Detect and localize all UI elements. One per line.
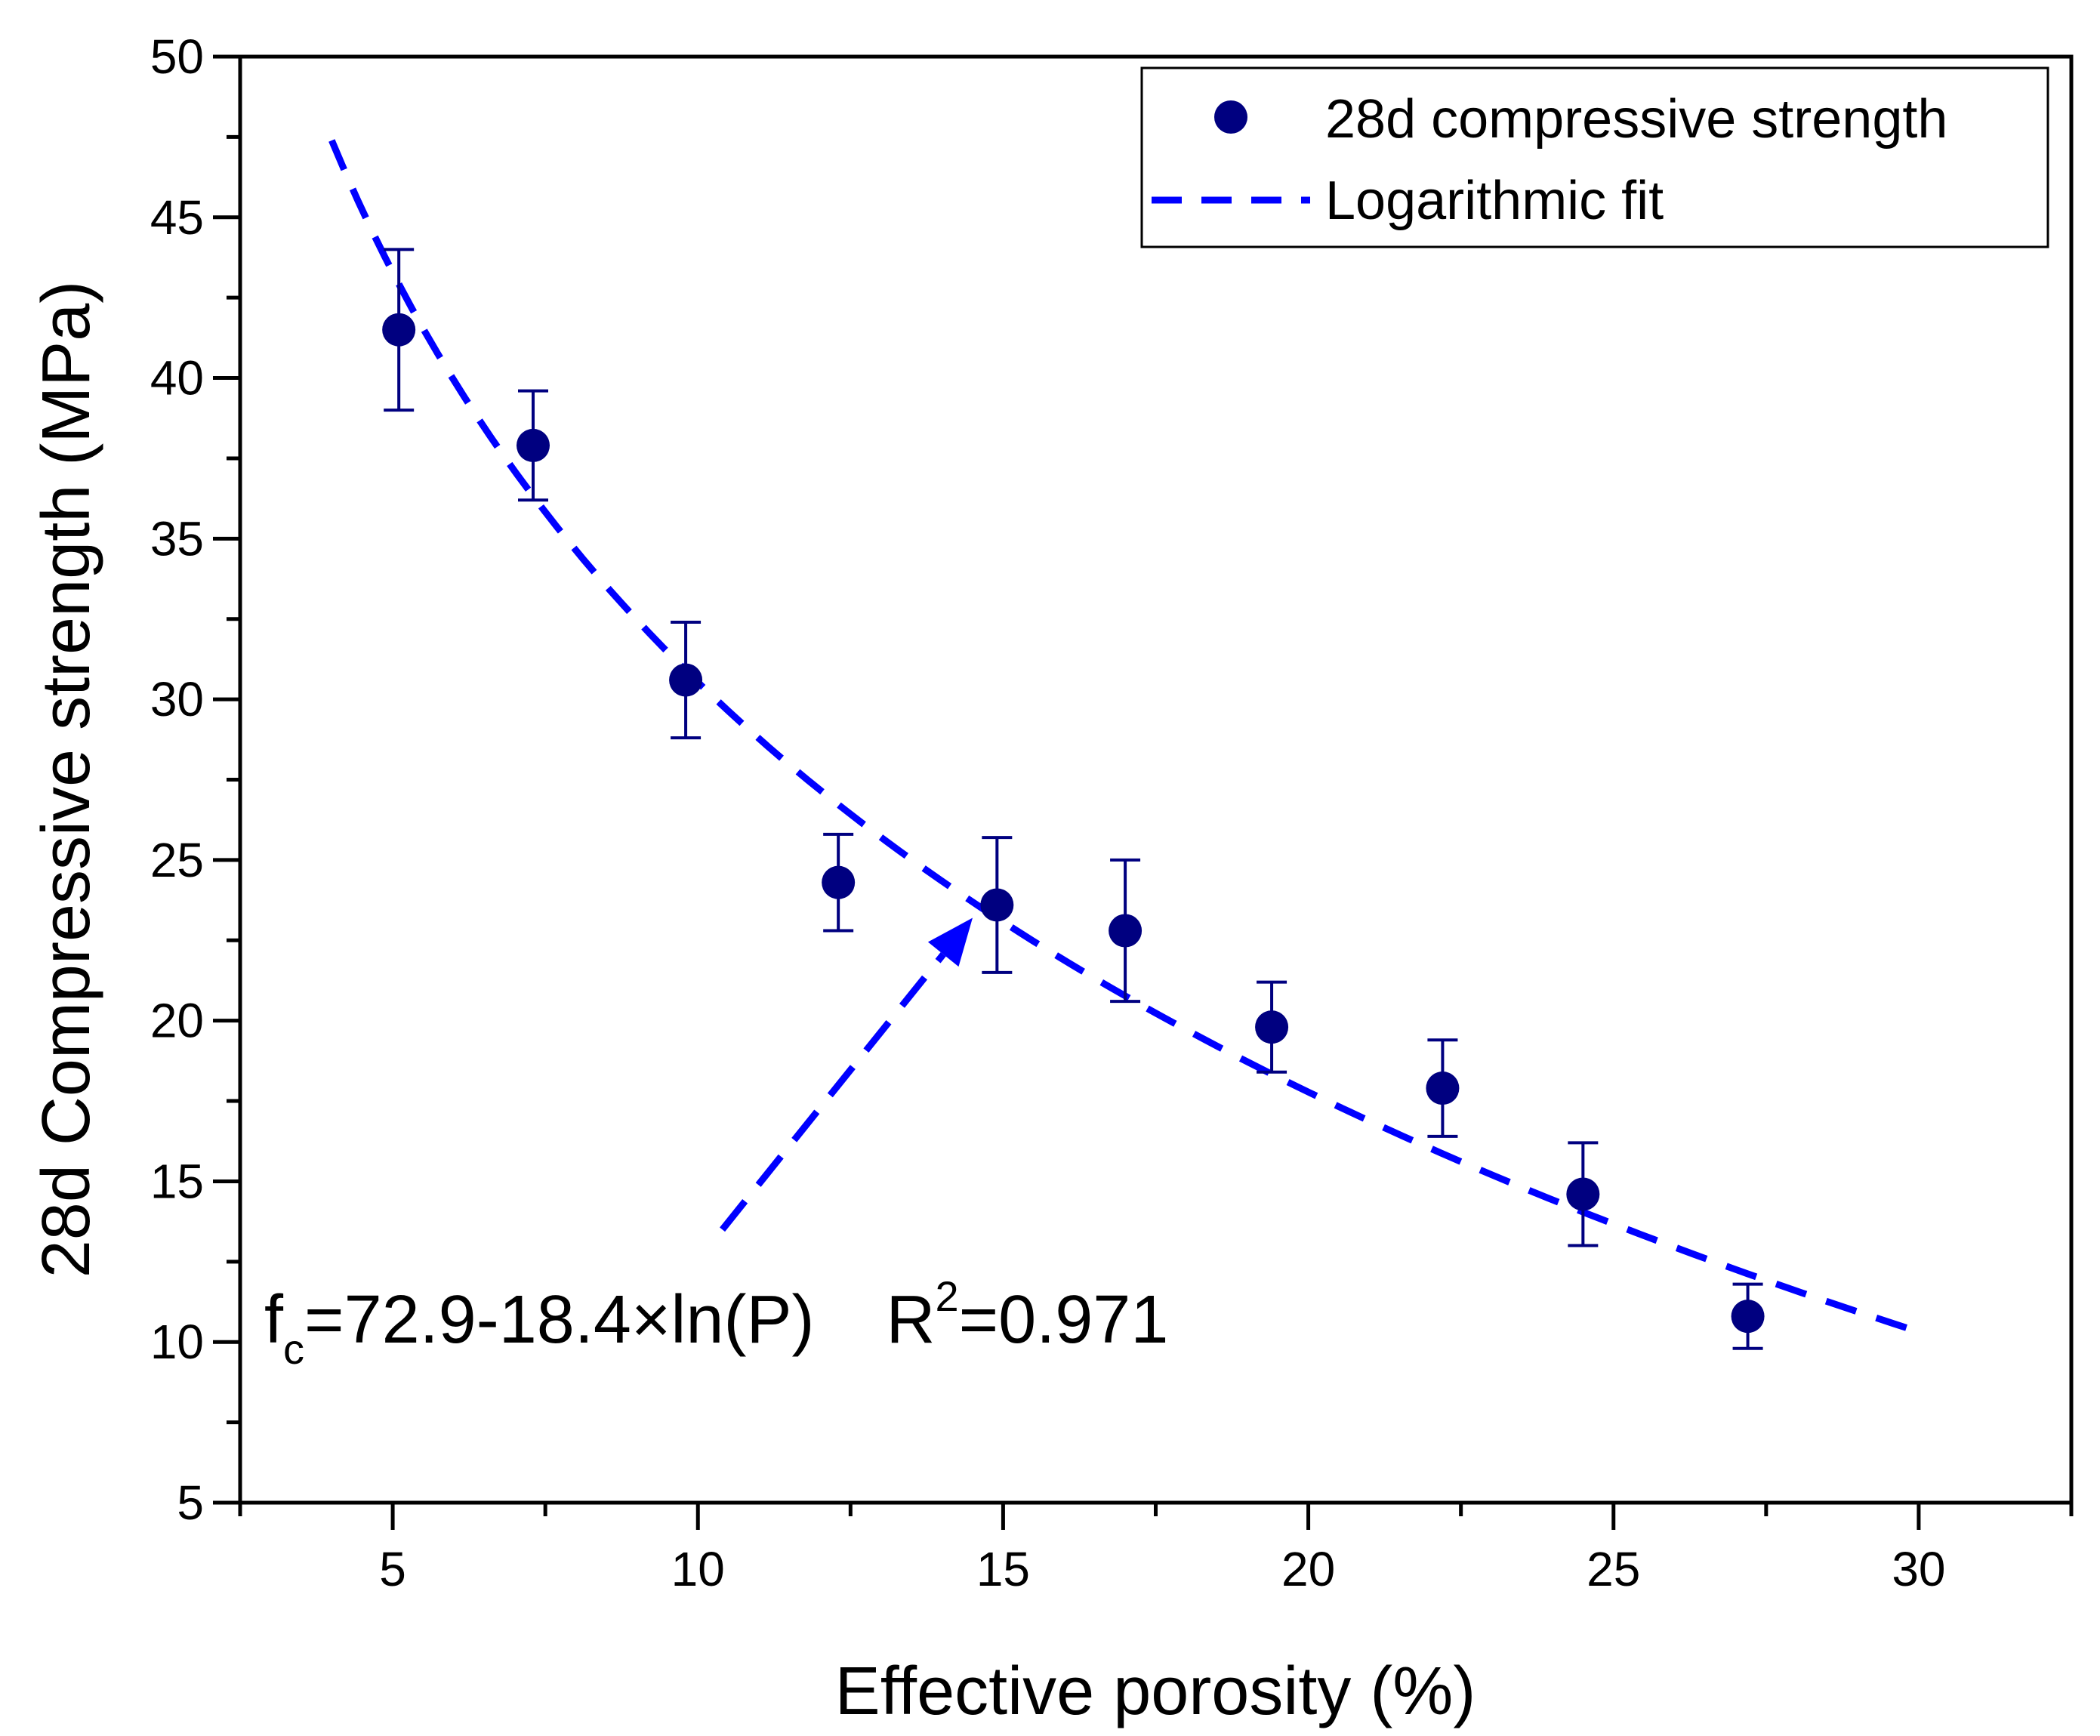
- data-point-group: [822, 832, 856, 933]
- y-tick-label: 5: [177, 1475, 204, 1530]
- x-tick-label: 15: [976, 1542, 1030, 1596]
- x-tick-label: 5: [379, 1542, 406, 1596]
- data-point-group: [1566, 1141, 1600, 1247]
- data-point: [1426, 1072, 1460, 1105]
- data-point-group: [669, 620, 703, 740]
- x-tick-label: 25: [1587, 1542, 1640, 1596]
- data-point: [1255, 1010, 1289, 1044]
- data-point: [669, 663, 703, 697]
- y-axis-title: 28d Compressive strength (MPa): [29, 281, 104, 1278]
- legend-box: [1140, 66, 2049, 248]
- annotation-arrow: [720, 917, 973, 1232]
- y-axis: 5 10 15 20 25 30 35 40 45 50: [150, 29, 240, 1530]
- y-tick-label: 15: [150, 1154, 204, 1208]
- r-squared-superscript: 2: [935, 1272, 958, 1320]
- legend-label-fit: Logarithmic fit: [1325, 171, 1664, 231]
- x-tick-label: 30: [1892, 1542, 1945, 1596]
- y-tick-label: 50: [150, 29, 204, 84]
- y-tick-label: 30: [150, 672, 204, 726]
- y-tick-label: 45: [150, 190, 204, 245]
- y-tick-label: 35: [150, 511, 204, 566]
- data-point-group: [980, 836, 1014, 974]
- data-point-group: [382, 248, 416, 412]
- data-point-group: [1426, 1038, 1460, 1138]
- data-point: [1566, 1177, 1600, 1211]
- y-tick-label: 25: [150, 833, 204, 887]
- y-tick-label: 20: [150, 994, 204, 1048]
- fit-equation: fc=72.9-18.4×ln(P) R2=0.971: [264, 1272, 1168, 1373]
- equation-f: f: [264, 1282, 284, 1358]
- data-point-group: [1109, 858, 1143, 1004]
- arrow-head: [927, 917, 973, 967]
- fit-line-layer: [328, 139, 1920, 1335]
- x-tick-label: 10: [671, 1542, 725, 1596]
- r-squared-r: R: [886, 1282, 935, 1358]
- legend-label-strength: 28d compressive strength: [1325, 89, 1947, 150]
- y-tick-label: 40: [150, 351, 204, 405]
- y-tick-label: 10: [150, 1315, 204, 1369]
- legend-marker-circle: [1214, 100, 1247, 134]
- data-points: [382, 248, 1765, 1350]
- x-axis-title: Effective porosity (%): [835, 1654, 1476, 1729]
- equation-body: =72.9-18.4×ln(P): [304, 1282, 814, 1358]
- data-point: [822, 865, 856, 899]
- arrow-shaft: [720, 952, 946, 1232]
- data-point: [980, 888, 1014, 922]
- fit-line: [328, 139, 1920, 1335]
- x-axis: 5 10 15 20 25 30: [238, 1503, 2074, 1596]
- data-point: [1109, 914, 1143, 948]
- legend: 28d compressive strength Logarithmic fit: [1140, 66, 2049, 248]
- r-squared-value: =0.971: [959, 1282, 1169, 1358]
- data-point-group: [517, 389, 550, 502]
- data-point: [517, 428, 550, 462]
- x-tick-label: 20: [1281, 1542, 1335, 1596]
- data-point: [382, 313, 416, 347]
- data-point: [1731, 1300, 1765, 1334]
- equation-subscript: c: [283, 1325, 304, 1373]
- data-point-group: [1255, 980, 1289, 1074]
- data-point-group: [1731, 1282, 1765, 1350]
